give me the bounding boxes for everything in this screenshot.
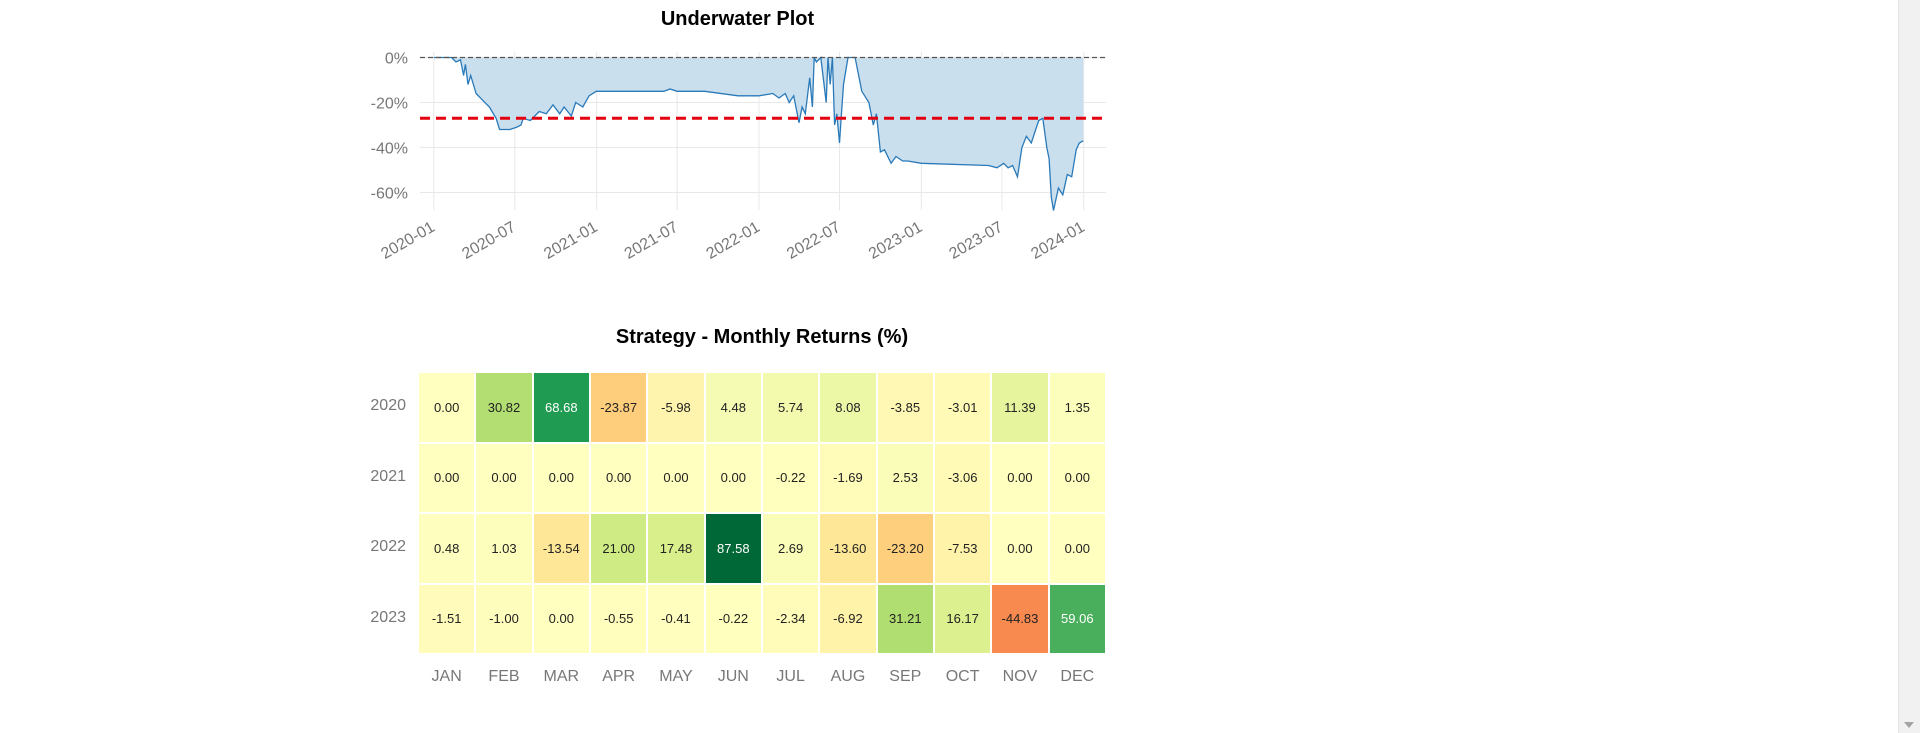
heatmap-cell: -0.41 — [647, 583, 705, 654]
heatmap-cell: 0.00 — [475, 442, 533, 513]
heatmap-cell: 0.00 — [589, 442, 648, 513]
heatmap-column-label: NOV — [1002, 668, 1038, 685]
heatmap-cell: -5.98 — [647, 372, 705, 443]
heatmap-cell: 11.39 — [991, 372, 1049, 443]
heatmap-cell: 16.17 — [933, 583, 992, 654]
heatmap-cell: 2.53 — [876, 442, 934, 513]
heatmap-cell: -0.22 — [761, 442, 820, 513]
heatmap-cell: 0.00 — [991, 513, 1049, 584]
heatmap-cell: 30.82 — [475, 372, 533, 443]
heatmap-cell: 87.58 — [704, 513, 762, 584]
heatmap-cell: -44.83 — [991, 583, 1049, 654]
heatmap-column-label: JUL — [776, 668, 805, 685]
monthly-returns-title: Strategy - Monthly Returns (%) — [615, 326, 909, 348]
drawdown-area — [433, 57, 1084, 211]
vertical-scrollbar[interactable] — [1898, 0, 1920, 733]
heatmap-column-label: SEP — [889, 668, 922, 685]
heatmap-cell: 68.68 — [532, 372, 590, 443]
heatmap-cell: 5.74 — [761, 372, 820, 443]
heatmap-cell: -1.69 — [819, 442, 877, 513]
scroll-down-arrow-icon[interactable] — [1904, 722, 1914, 728]
heatmap-cell: -0.55 — [589, 583, 648, 654]
y-tick-label: -40% — [371, 141, 408, 158]
heatmap-column-label: JAN — [431, 668, 462, 685]
heatmap-cell: 0.00 — [647, 442, 705, 513]
heatmap-cell: -3.01 — [933, 372, 992, 443]
heatmap-cell: 0.00 — [418, 442, 476, 513]
y-tick-label: -60% — [371, 186, 408, 203]
heatmap-cell: -13.60 — [819, 513, 877, 584]
heatmap-cell: -1.00 — [475, 583, 533, 654]
heatmap-row-label: 2022 — [370, 538, 406, 556]
drawdown-line — [433, 56, 1084, 211]
heatmap-cell: -6.92 — [819, 583, 877, 654]
heatmap-row-label: 2020 — [370, 397, 406, 415]
heatmap-cell: -2.34 — [761, 583, 820, 654]
heatmap-cell: 0.00 — [418, 372, 476, 443]
heatmap-column-label: FEB — [488, 668, 520, 685]
heatmap-cell: 8.08 — [819, 372, 877, 443]
heatmap-cell: 31.21 — [876, 583, 934, 654]
underwater-plot-title: Underwater Plot — [660, 8, 815, 30]
y-tick-label: -20% — [371, 96, 408, 113]
heatmap-cell: -1.51 — [418, 583, 476, 654]
heatmap-cell: -3.06 — [933, 442, 992, 513]
heatmap-cell: -3.85 — [876, 372, 934, 443]
heatmap-cell: 4.48 — [704, 372, 762, 443]
heatmap-cell: -0.22 — [704, 583, 762, 654]
heatmap-cell: 1.35 — [1048, 372, 1106, 443]
heatmap-cell: -7.53 — [933, 513, 992, 584]
heatmap-column-label: OCT — [945, 668, 980, 685]
heatmap-cell: 0.00 — [704, 442, 762, 513]
heatmap-column-label: JUN — [717, 668, 749, 685]
heatmap-column-label: MAY — [659, 668, 693, 685]
heatmap-cell: 21.00 — [589, 513, 648, 584]
y-tick-label: 0% — [385, 51, 408, 68]
heatmap-row-label: 2023 — [370, 608, 406, 626]
heatmap-cell: -13.54 — [532, 513, 590, 584]
heatmap-cell: -23.20 — [876, 513, 934, 584]
heatmap-cell: 0.00 — [532, 442, 590, 513]
heatmap-cell: 59.06 — [1048, 583, 1106, 654]
heatmap-cell: 0.00 — [991, 442, 1049, 513]
heatmap-cell: 0.48 — [418, 513, 476, 584]
heatmap-column-label: DEC — [1060, 668, 1095, 685]
heatmap-column-label: APR — [602, 668, 636, 685]
heatmap-cell: 2.69 — [761, 513, 820, 584]
heatmap-row-label: 2021 — [370, 467, 406, 485]
heatmap-cell: 0.00 — [1048, 442, 1106, 513]
heatmap-column-label: AUG — [830, 668, 866, 685]
heatmap-cell: 17.48 — [647, 513, 705, 584]
heatmap-cell: 0.00 — [532, 583, 590, 654]
heatmap-cell: 1.03 — [475, 513, 533, 584]
heatmap-column-label: MAR — [543, 668, 580, 685]
heatmap-cell: 0.00 — [1048, 513, 1106, 584]
heatmap-cell: -23.87 — [589, 372, 648, 443]
